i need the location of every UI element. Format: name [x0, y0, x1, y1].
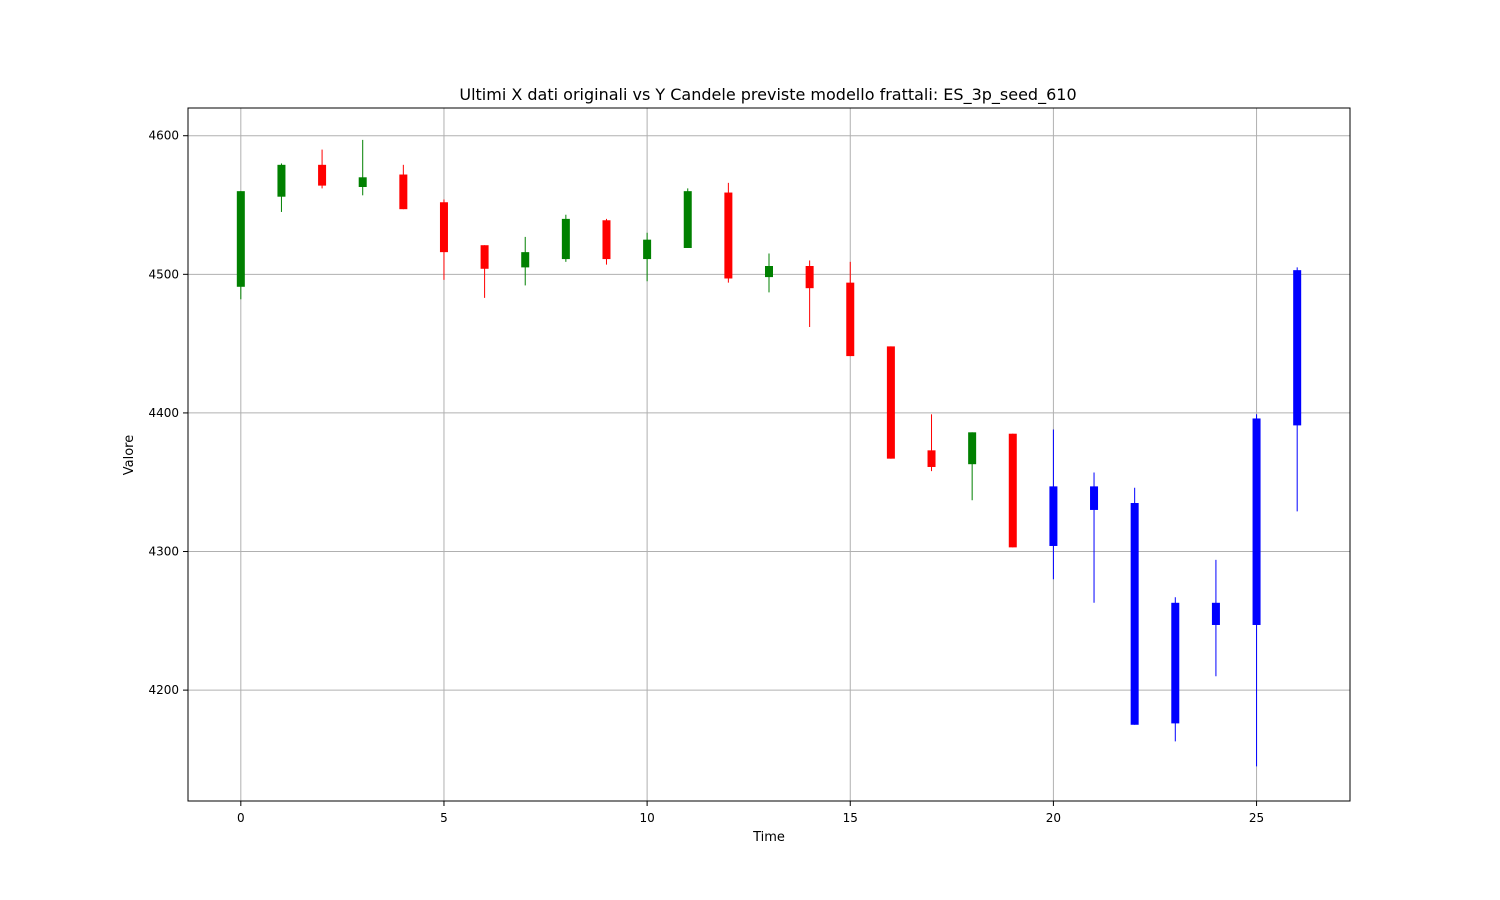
candle-25 — [1252, 414, 1261, 767]
candle-12 — [724, 182, 733, 283]
candle-body — [886, 346, 895, 459]
candle-body — [1252, 418, 1261, 625]
y-axis-label: Valore — [122, 435, 137, 475]
candle-17 — [927, 414, 936, 472]
candle-4 — [399, 164, 408, 210]
candle-body — [1211, 602, 1220, 625]
candle-body — [521, 252, 530, 268]
candle-body — [1293, 270, 1302, 426]
candle-body — [602, 220, 611, 260]
candle-24 — [1211, 559, 1220, 677]
candle-body — [399, 174, 408, 210]
candles — [236, 139, 1302, 767]
x-tick-label: 20 — [1046, 811, 1061, 825]
candle-body — [927, 450, 936, 467]
candle-body — [561, 218, 570, 260]
x-tick-label: 5 — [440, 811, 448, 825]
candle-5 — [439, 199, 448, 280]
candle-23 — [1171, 597, 1180, 742]
x-tick-label: 0 — [237, 811, 245, 825]
candle-22 — [1130, 487, 1139, 725]
candle-body — [318, 164, 327, 186]
candle-body — [1130, 503, 1139, 725]
y-tick-label: 4500 — [148, 267, 179, 281]
candle-10 — [643, 232, 652, 282]
candle-2 — [318, 149, 327, 189]
y-tick-label: 4400 — [148, 406, 179, 420]
candle-body — [1171, 602, 1180, 724]
x-tick-label: 10 — [639, 811, 654, 825]
candle-14 — [805, 260, 814, 327]
candle-body — [683, 191, 692, 248]
candle-body — [439, 202, 448, 253]
y-tick-label: 4300 — [148, 545, 179, 559]
plot-frame — [187, 107, 1351, 802]
candle-7 — [521, 236, 530, 286]
y-tick-label: 4200 — [148, 683, 179, 697]
x-tick-label: 25 — [1249, 811, 1264, 825]
candle-11 — [683, 188, 692, 248]
candle-body — [643, 239, 652, 260]
candle-body — [480, 245, 489, 269]
candle-19 — [1008, 433, 1017, 548]
candle-21 — [1090, 472, 1099, 603]
candle-body — [1008, 433, 1017, 548]
candle-15 — [846, 261, 855, 357]
x-tick-label: 15 — [843, 811, 858, 825]
candle-body — [1049, 486, 1058, 546]
candle-20 — [1049, 429, 1058, 580]
axis-ticks: 0 5 10 15 20 25 4200 4300 4400 4500 4600 — [148, 129, 1264, 825]
candle-6 — [480, 245, 489, 298]
candle-body — [765, 266, 773, 278]
candle-body — [1090, 486, 1099, 510]
candle-body — [358, 177, 367, 188]
candle-0 — [236, 191, 245, 300]
x-axis-label: Time — [752, 830, 785, 845]
candle-body — [846, 282, 855, 357]
candle-body — [277, 164, 286, 197]
candle-body — [968, 432, 977, 465]
y-tick-label: 4600 — [148, 129, 179, 143]
candle-16 — [886, 346, 895, 459]
candle-18 — [968, 432, 977, 501]
candle-3 — [358, 139, 367, 196]
candle-body — [236, 191, 245, 287]
candle-body — [805, 266, 814, 289]
chart-title: Ultimi X dati originali vs Y Candele pre… — [459, 85, 1076, 105]
candle-1 — [277, 163, 286, 212]
candle-26 — [1293, 267, 1302, 512]
candle-8 — [561, 214, 570, 262]
candle-body — [724, 192, 733, 279]
candle-9 — [602, 218, 611, 265]
candle-13 — [765, 253, 773, 293]
